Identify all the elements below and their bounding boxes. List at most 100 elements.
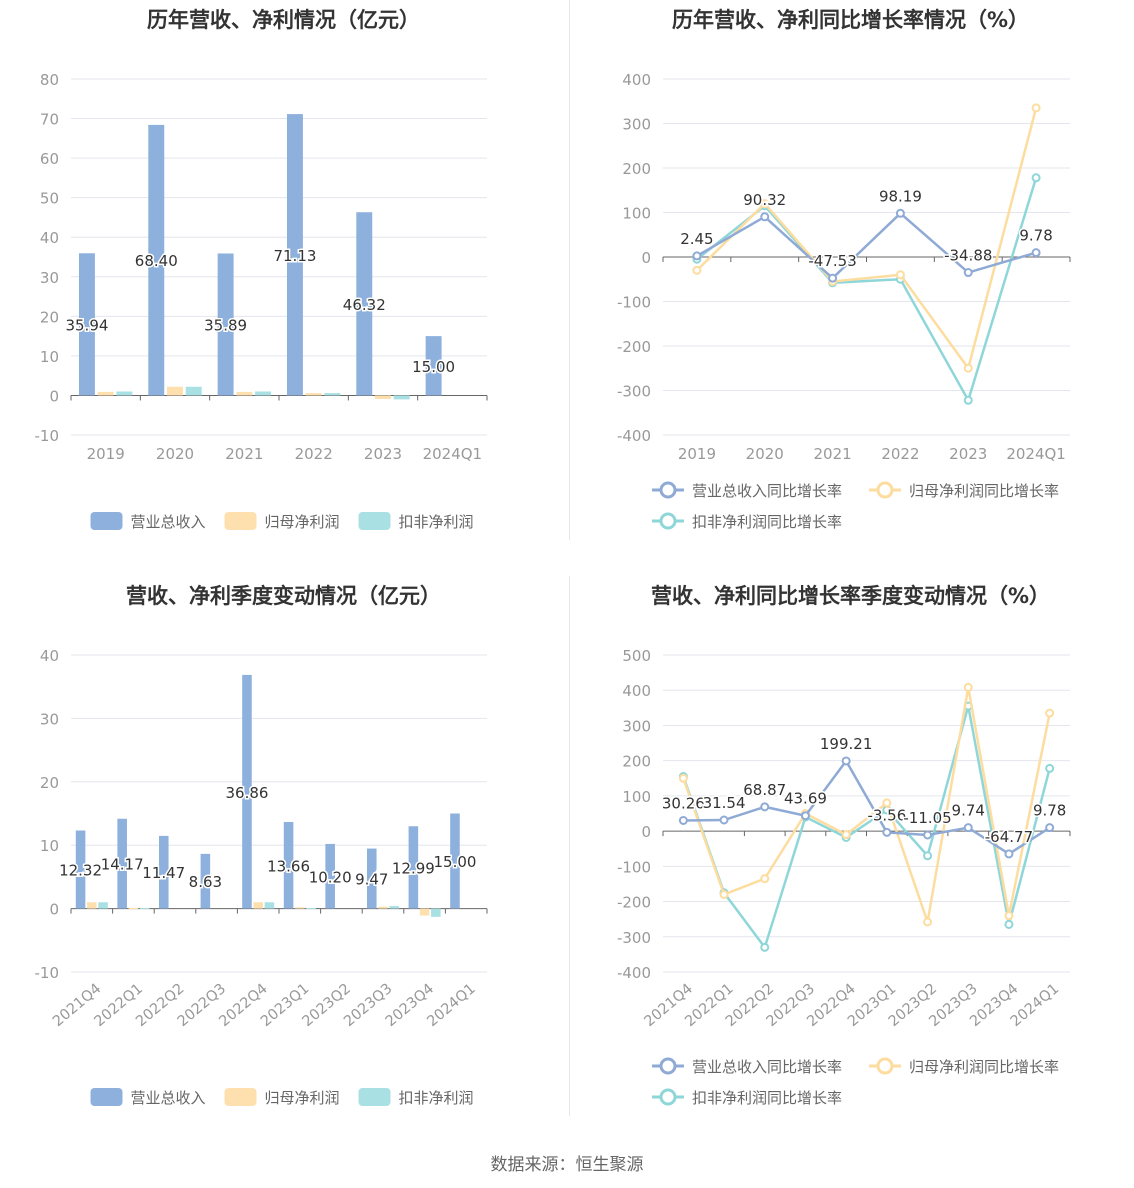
series-line-netprofit (682, 687, 1051, 923)
bar-netprofit (87, 902, 97, 909)
series-line-deducted (682, 705, 1051, 951)
legend-swatch (90, 512, 123, 530)
y-tick-label: 30 (40, 710, 59, 728)
y-tick-label: 0 (641, 823, 651, 841)
bar-netprofit (253, 902, 263, 909)
x-tick-label: 2024Q1 (423, 445, 483, 463)
data-point (828, 273, 838, 283)
legend-label: 归母净利润 (265, 1089, 340, 1107)
bar-deducted (116, 391, 133, 396)
data-point (692, 265, 702, 275)
y-tick-label: 0 (49, 901, 59, 919)
data-label: 36.86 (225, 784, 268, 802)
series-line-deducted (696, 177, 1038, 404)
y-tick-label: 80 (40, 71, 59, 89)
data-point (1004, 919, 1014, 929)
data-point (678, 815, 688, 825)
divider-top (569, 0, 570, 540)
data-point (719, 890, 729, 900)
bar-revenue (242, 674, 252, 909)
data-label: 9.78 (1019, 227, 1052, 245)
legend-label: 扣非净利润 (399, 513, 474, 531)
data-point (923, 830, 933, 840)
data-label: -11.05 (903, 809, 951, 827)
bar-netprofit (375, 395, 391, 400)
data-point (882, 827, 892, 837)
chart-title: 营收、净利季度变动情况（亿元） (126, 584, 441, 608)
data-label: 9.47 (355, 871, 388, 889)
y-tick-label: 50 (40, 190, 59, 208)
y-tick-label: 20 (40, 774, 59, 792)
bar-deducted (139, 907, 150, 909)
data-label: 98.19 (879, 187, 922, 205)
chart-panel-quarterly-amount: 营收、净利季度变动情况（亿元） 40 30 20 10 0 -10 2021Q4 2022Q1… (0, 576, 567, 1136)
x-tick-label: 2022 (295, 445, 333, 463)
data-point (841, 830, 851, 840)
data-label: 8.63 (189, 873, 222, 891)
y-tick-label: 60 (40, 150, 59, 168)
data-point (678, 773, 688, 783)
data-label: 12.32 (59, 862, 102, 880)
chart-title: 营收、净利同比增长率季度变动情况（%） (650, 584, 1051, 608)
y-tick-label: 100 (622, 205, 651, 223)
data-label: 10.20 (309, 868, 352, 886)
x-tick-label: 2019 (678, 445, 716, 463)
bar-netprofit (305, 393, 322, 396)
legend-marker (876, 481, 894, 499)
bar-deducted (264, 902, 275, 909)
data-label: 9.78 (1033, 802, 1066, 820)
y-tick-label: -10 (35, 964, 60, 982)
bar-netprofit (97, 391, 114, 396)
data-point (963, 823, 973, 833)
series-line-revenue (683, 758, 1051, 856)
y-tick-label: 200 (622, 753, 651, 771)
series-line-revenue (696, 211, 1037, 280)
x-tick-label: 2021 (225, 445, 263, 463)
bar-revenue (117, 818, 127, 909)
y-tick-label: 10 (40, 348, 59, 366)
bar-revenue (158, 835, 169, 909)
y-tick-label: 30 (40, 269, 59, 287)
data-point (760, 802, 770, 812)
data-point (1031, 103, 1041, 113)
data-point (692, 251, 702, 261)
data-label: 12.99 (392, 859, 435, 877)
data-point (800, 811, 810, 821)
data-label: 35.94 (65, 316, 108, 334)
legend-label: 营业总收入 (131, 1089, 206, 1107)
legend-label: 归母净利润同比增长率 (909, 482, 1059, 500)
chart-annual-growth: 400 300 200 100 0 -100 -200 -300 -400 2019 2020 202… (617, 71, 1071, 531)
bar-deducted (431, 908, 441, 917)
data-label: 11.47 (142, 864, 185, 882)
y-tick-label: -100 (617, 294, 651, 312)
data-label: -34.88 (944, 247, 992, 265)
legend-marker (876, 1057, 894, 1075)
y-tick-label: 40 (40, 647, 59, 665)
y-tick-label: -400 (617, 964, 651, 982)
data-point (1031, 173, 1041, 183)
y-tick-label: 500 (622, 647, 651, 665)
data-point (963, 682, 973, 692)
y-tick-label: -300 (617, 383, 651, 401)
y-tick-label: 0 (49, 387, 59, 405)
data-label: 71.13 (273, 247, 316, 265)
bar-netprofit (295, 907, 305, 909)
legend-marker (659, 481, 677, 499)
data-label: 68.40 (135, 252, 178, 270)
bar-revenue (200, 853, 211, 909)
y-tick-label: 300 (622, 116, 651, 134)
bar-revenue (75, 830, 86, 909)
data-point (719, 815, 729, 825)
legend-label: 扣非净利润同比增长率 (692, 513, 842, 531)
y-tick-label: 20 (40, 308, 59, 326)
data-point (841, 756, 851, 766)
bar-deducted (185, 386, 202, 396)
y-tick-label: 40 (40, 229, 59, 247)
chart-panel-annual-amount: 历年营收、净利情况（亿元） 80 70 60 50 40 30 20 10 0 -10 2019 20… (0, 0, 567, 560)
bar-revenue (148, 124, 165, 396)
data-point (882, 798, 892, 808)
legend-label: 营业总收入同比增长率 (692, 482, 842, 500)
chart-title: 历年营收、净利同比增长率情况（%） (671, 8, 1030, 32)
legend-marker (659, 1088, 677, 1106)
data-point (895, 208, 905, 218)
